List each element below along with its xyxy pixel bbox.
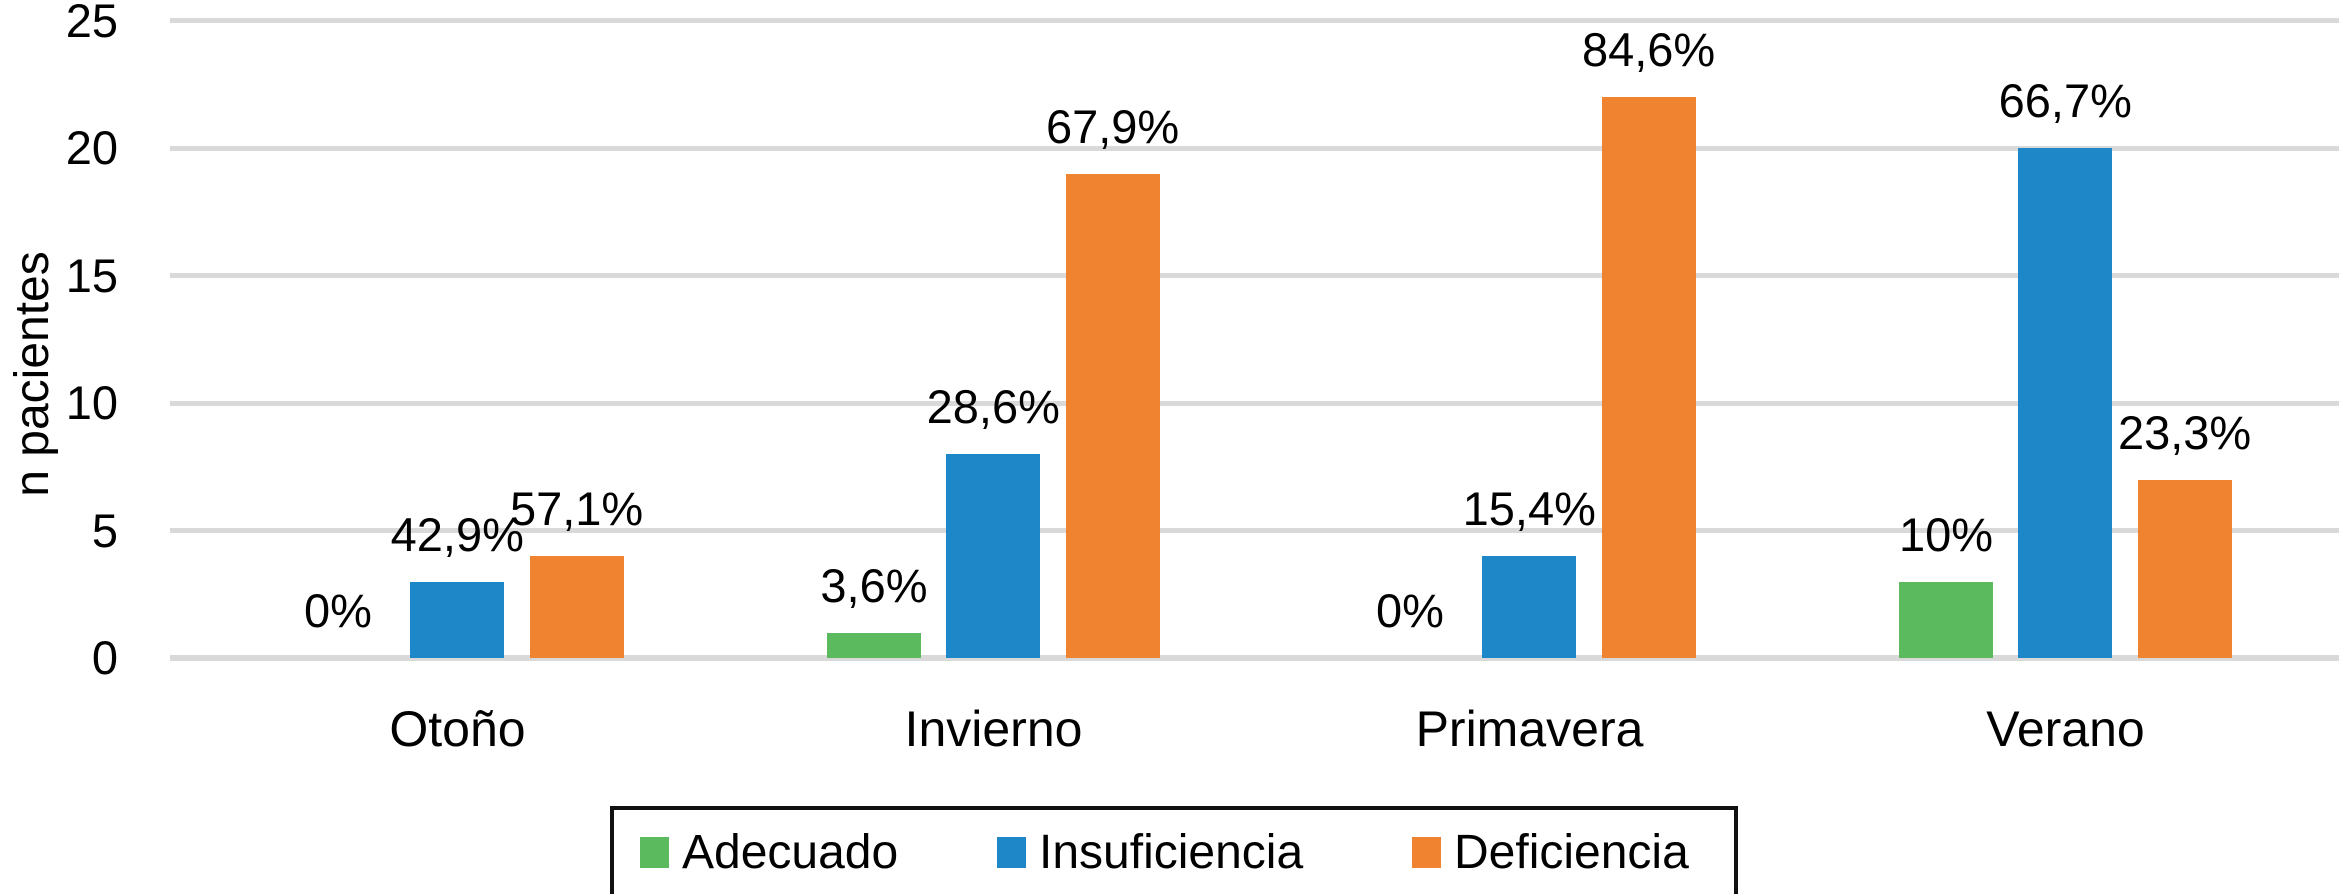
legend-item-deficiencia: Deficiencia <box>1412 810 1689 894</box>
y-tick-label-5: 5 <box>91 504 118 557</box>
bar-value-label: 28,6% <box>926 380 1060 433</box>
legend-label: Insuficiencia <box>1039 825 1304 879</box>
bar-value-label: 23,3% <box>2117 405 2252 459</box>
bar-value-label: 0% <box>1376 584 1444 637</box>
gridline-20 <box>170 146 2339 151</box>
bar-value-label: 42,9% <box>390 507 524 561</box>
y-tick-label-0: 0 <box>91 631 118 684</box>
y-tick-label-10: 10 <box>65 376 118 429</box>
gridline-10 <box>170 401 2339 406</box>
bar-adecuado-invierno <box>827 632 921 658</box>
x-tick-label-invierno: Invierno <box>904 701 1083 757</box>
bar-value-label: 3,6% <box>820 558 928 612</box>
bar-insuficiencia-invierno <box>946 454 1041 658</box>
bar-deficiencia-invierno <box>1065 173 1160 658</box>
gridline-15 <box>170 273 2339 278</box>
legend-item-adecuado: Adecuado <box>640 810 898 894</box>
legend-label: Adecuado <box>682 825 899 879</box>
bar-deficiencia-verano <box>2137 479 2232 658</box>
bar-value-label: 10% <box>1898 507 1994 561</box>
gridline-25 <box>170 18 2339 23</box>
x-tick-label-verano: Verano <box>1986 701 2145 757</box>
legend-swatch-deficiencia <box>1412 836 1441 868</box>
legend-swatch-adecuado <box>640 836 669 868</box>
bar-value-label: 0% <box>304 584 372 637</box>
bar-insuficiencia-verano <box>2018 148 2113 658</box>
legend-item-insuficiencia: Insuficiencia <box>997 810 1303 894</box>
bar-value-label: 57,1% <box>509 482 644 535</box>
bar-value-label: 66,7% <box>1998 74 2132 127</box>
gridline-0 <box>170 655 2339 661</box>
legend-label: Deficiencia <box>1454 825 1689 879</box>
bar-value-label: 15,4% <box>1462 482 1596 535</box>
y-tick-label-20: 20 <box>65 121 118 174</box>
bar-value-label: 84,6% <box>1581 23 1716 76</box>
bar-adecuado-verano <box>1899 581 1993 658</box>
legend-swatch-insuficiencia <box>997 836 1026 868</box>
gridline-5 <box>170 528 2339 533</box>
bar-insuficiencia-otoño <box>410 581 505 658</box>
y-tick-label-15: 15 <box>65 249 118 302</box>
legend: Adecuado Insuficiencia Deficiencia <box>610 806 1738 894</box>
bar-deficiencia-primavera <box>1601 97 1696 658</box>
bar-deficiencia-otoño <box>529 556 624 658</box>
y-tick-label-25: 25 <box>65 0 118 47</box>
bar-value-label: 67,9% <box>1045 99 1180 153</box>
x-tick-label-primavera: Primavera <box>1415 701 1644 757</box>
x-tick-label-otoño: Otoño <box>389 701 526 757</box>
bar-insuficiencia-primavera <box>1482 556 1577 658</box>
